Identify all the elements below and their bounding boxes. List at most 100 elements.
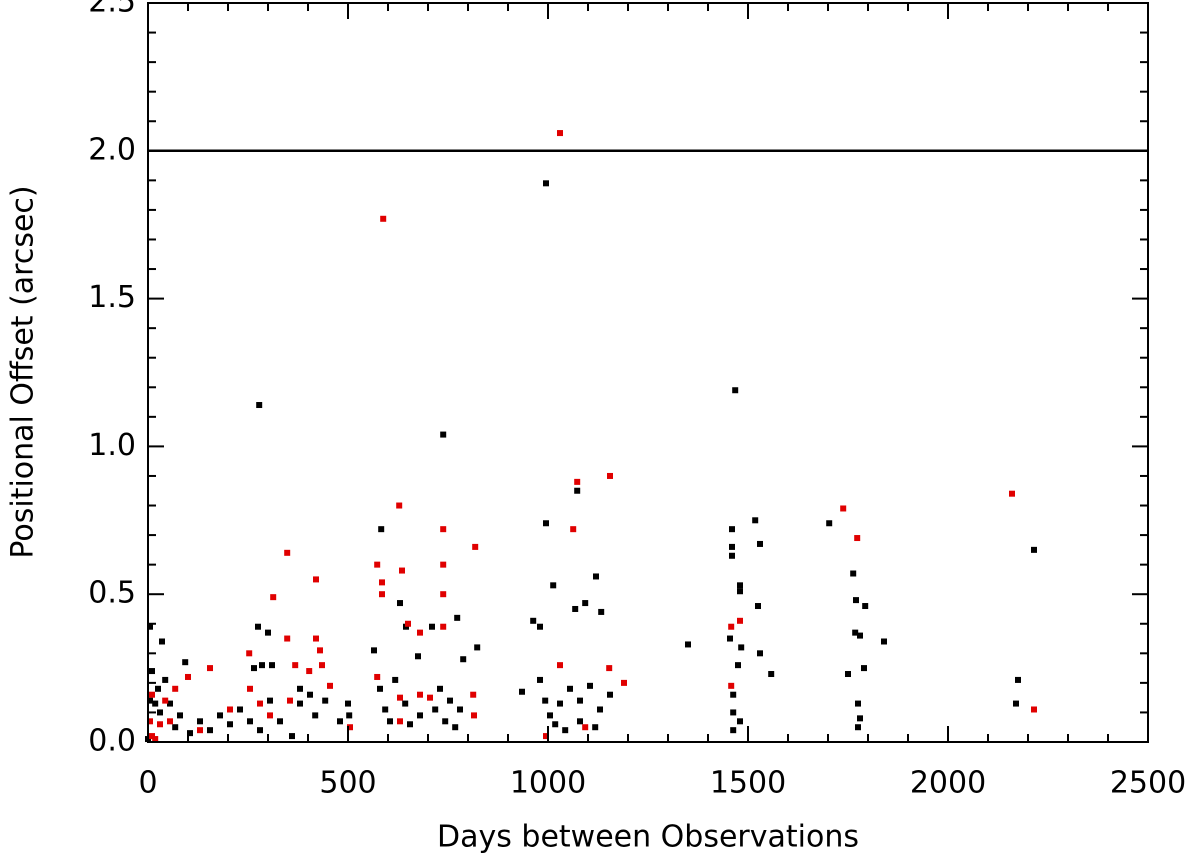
scatter-point [337,718,343,725]
scatter-point [371,647,377,654]
scatter-point [547,712,553,719]
scatter-point [259,662,265,669]
scatter-point [621,679,627,686]
scatter-point [177,712,183,719]
scatter-point [402,700,409,707]
scatter-point [149,733,155,740]
scatter-point [289,733,295,740]
scatter-point [845,671,851,678]
scatter-point [284,635,291,642]
scatter-point [598,608,605,615]
scatter-point [167,718,173,725]
plot-frame [147,2,1149,743]
scatter-point [162,697,169,704]
scatter-point [607,472,613,479]
scatter-point [247,718,253,725]
scatter-point [167,700,173,707]
scatter-point [347,724,353,731]
scatter-point [826,520,833,527]
scatter-point [460,656,467,663]
scatter-point [440,591,447,598]
scatter-point [685,641,691,648]
y-tick-label: 1.5 [88,280,136,315]
scatter-point [257,727,263,734]
scatter-point [471,712,477,719]
scatter-point [552,721,559,728]
scatter-point [1031,546,1037,553]
scatter-point [567,685,573,692]
scatter-point [572,605,579,612]
scatter-point [587,682,593,689]
x-axis-label: Days between Observations [437,820,859,855]
scatter-point [592,724,599,731]
scatter-point [182,659,189,666]
scatter-point [857,715,863,722]
scatter-point [440,623,447,630]
scatter-point [399,567,405,574]
scatter-point [757,650,763,657]
scatter-point [217,712,223,719]
scatter-point [881,638,887,645]
scatter-point [147,623,153,630]
scatter-point [147,697,153,704]
scatter-point [861,665,867,672]
scatter-point [306,668,313,675]
scatter-point [840,505,847,512]
scatter-point [374,673,381,680]
plot-area [145,130,1037,743]
scatter-point [570,526,577,533]
scatter-point [447,697,453,704]
x-tick-label: 2000 [910,766,986,801]
scatter-point [292,662,299,669]
scatter-point [319,662,325,669]
scatter-point [297,700,303,707]
scatter-point [207,665,213,672]
scatter-point [415,653,421,660]
scatter-point [265,629,271,636]
scatter-point [562,727,569,734]
scatter-point [246,650,253,657]
scatter-point [284,549,291,556]
y-axis-label: Positional Offset (arcsec) [6,185,41,558]
scatter-point [157,709,163,716]
scatter-point [737,588,743,595]
scatter-point [474,644,481,651]
scatter-point [207,727,213,734]
y-tick-label: 2.0 [88,132,136,167]
scatter-point [738,644,745,651]
scatter-point [557,130,563,137]
scatter-point [269,662,275,669]
scatter-point [530,617,537,624]
scatter-point [440,526,447,533]
scatter-point [345,700,351,707]
scatter-point [317,647,323,654]
scatter-point [729,543,735,550]
scatter-point [768,671,775,678]
scatter-point [392,676,399,683]
x-tick-label: 1500 [710,766,786,801]
scatter-point [457,706,463,713]
scatter-point [417,629,423,636]
scatter-point [593,573,599,580]
scatter-point [267,697,273,704]
scatter-point [737,617,743,624]
scatter-point [607,691,613,698]
scatter-point [537,676,543,683]
scatter-point [227,706,233,713]
scatter-point [346,712,353,719]
scatter-point [322,697,329,704]
scatter-point [378,526,385,533]
scatter-point [470,691,477,698]
scatter-point [379,579,385,586]
scatter-point [256,402,263,409]
scatter-point [729,526,735,533]
scatter-point [452,724,459,731]
scatter-point [582,600,589,607]
scatter-point [149,668,155,675]
scatter-point [543,180,549,187]
scatter-point [327,682,333,689]
scatter-point [312,712,319,719]
scatter-point [577,697,583,704]
scatter-point [257,700,263,707]
